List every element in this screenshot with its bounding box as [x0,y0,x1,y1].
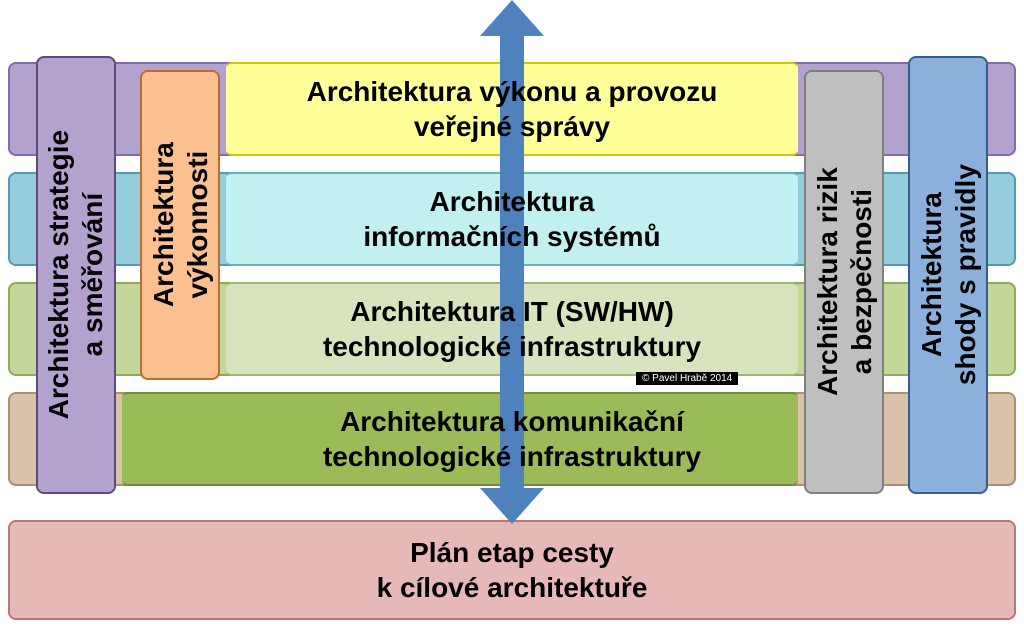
layer-it-infra-line1: Architektura IT (SW/HW) [350,294,674,329]
layer-business-line1: Architektura výkonu a provozu [307,74,718,109]
layer-comm-infra-line2: technologické infrastruktury [323,439,701,474]
copyright-label: © Pavel Hrabě 2014 [636,372,738,385]
arrow-head-up [480,0,544,36]
layer-it-infra: Architektura IT (SW/HW) technologické in… [232,288,792,370]
col-strategy-line2: a směřování [76,130,110,419]
col-strategy-line1: Architektura strategie [42,130,76,419]
arrow-head-down [480,488,544,524]
col-risk: Architektura rizik a bezpečnosti [804,70,884,494]
col-performance-line2: výkonnosti [180,143,214,308]
col-compliance-line1: Architektura [914,165,948,386]
col-compliance: Architektura shody s pravidly [908,56,988,494]
layer-information-line2: informačních systémů [363,219,660,254]
layer-information: Architektura informačních systémů [232,178,792,260]
col-compliance-line2: shody s pravidly [948,165,982,386]
layer-comm-infra: Architektura komunikační technologické i… [232,398,792,480]
layer-it-infra-line2: technologické infrastruktury [323,329,701,364]
roadmap-box: Plán etap cesty k cílové architektuře [8,520,1016,620]
layer-business-line2: veřejné správy [414,109,610,144]
layer-information-line1: Architektura [430,184,595,219]
col-performance: Architektura výkonnosti [140,70,220,380]
layer-business: Architektura výkonu a provozu veřejné sp… [232,68,792,150]
col-risk-line1: Architektura rizik [810,168,844,397]
col-risk-line2: a bezpečnosti [844,168,878,397]
layer-comm-infra-line1: Architektura komunikační [340,404,684,439]
col-performance-line1: Architektura [146,143,180,308]
roadmap-line2: k cílové architektuře [377,570,648,605]
col-strategy: Architektura strategie a směřování [36,56,116,494]
roadmap-line1: Plán etap cesty [410,535,614,570]
